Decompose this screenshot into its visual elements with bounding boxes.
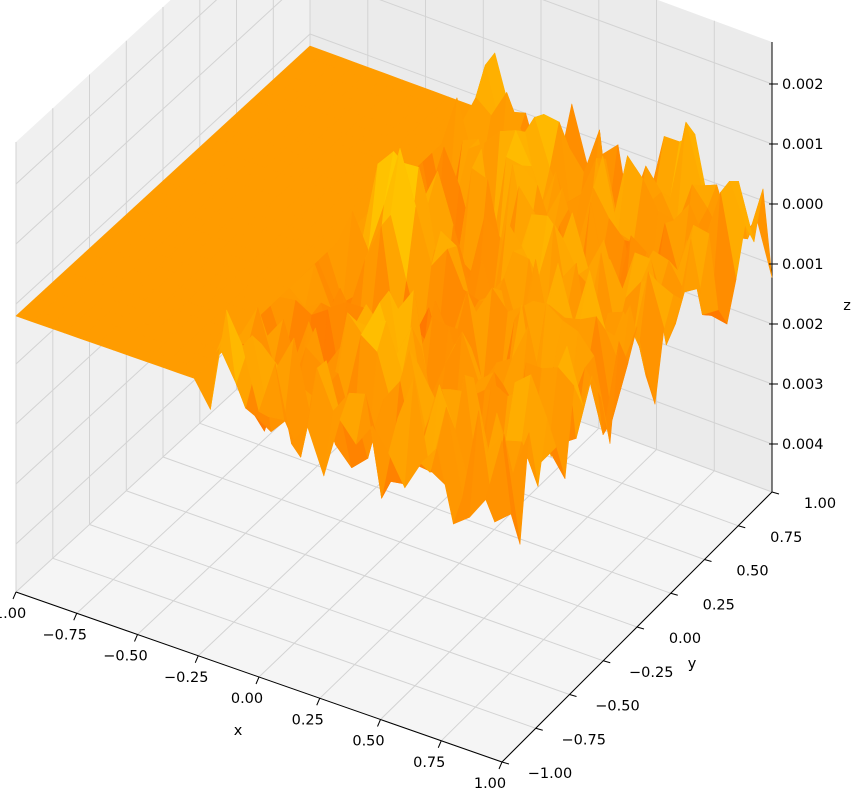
x-tick — [73, 613, 78, 621]
y-tick — [501, 761, 510, 765]
surface-facet — [485, 440, 512, 523]
x-tick — [498, 761, 503, 770]
x-tick-label: 0.50 — [352, 734, 384, 750]
y-tick-label: −0.50 — [595, 699, 639, 715]
y-grid-line — [125, 40, 604, 662]
x-tick — [316, 698, 321, 706]
y-tick-label: 1.00 — [804, 496, 836, 512]
z-tick-label: 0.004 — [782, 437, 824, 453]
x-tick-label: 0.25 — [292, 712, 324, 728]
x-tick — [134, 634, 138, 642]
x-axis-label: x — [234, 723, 243, 739]
z-tick-label: 0.001 — [782, 137, 824, 153]
x-tick-label: −0.25 — [164, 670, 208, 686]
x-tick-label: 0.75 — [413, 755, 445, 771]
y-tick — [771, 491, 780, 495]
y-grid-line — [162, 7, 638, 628]
x-axis-ticks: −1.00 −0.75 −0.50 −0.25 0.00 0.25 0.50 0.75 1.00 — [0, 591, 506, 792]
y-tick-label: 0.75 — [770, 530, 802, 546]
y-tick — [603, 660, 611, 664]
z-grid-line — [15, 0, 773, 185]
y-axis-ticks: −1.00 −0.75 −0.50 −0.25 0.00 0.25 0.50 0.75 1.00 — [501, 491, 836, 782]
z-tick-label: 0.002 — [782, 317, 824, 333]
y-tick-label: −0.25 — [629, 665, 673, 681]
y-tick-label: 0.25 — [703, 597, 735, 613]
y-tick-label: 0.00 — [669, 631, 701, 647]
y-axis-label: y — [688, 656, 697, 672]
x-tick — [194, 655, 199, 663]
surface-plot — [15, 45, 773, 545]
x-tick — [255, 676, 260, 685]
z-tick-label: 0.001 — [782, 257, 824, 273]
floor-pane — [16, 322, 772, 762]
x-tick — [437, 740, 442, 748]
y-tick-label: −1.00 — [528, 766, 572, 782]
z-grid-line — [15, 0, 773, 245]
z-tick-label: 0.000 — [782, 197, 824, 213]
y-tick — [636, 626, 645, 630]
y-tick — [670, 592, 678, 596]
x-tick-label: −1.00 — [0, 606, 26, 622]
y-grid-line — [199, 0, 671, 594]
x-tick-label: −0.50 — [103, 649, 147, 665]
z-axis-label: z — [843, 298, 851, 314]
z-axis-ticks: 0.004 0.003 0.002 0.001 0.000 0.001 0.002 — [769, 77, 824, 453]
z-tick-label: 0.002 — [782, 77, 824, 93]
y-tick — [535, 727, 543, 731]
y-tick-label: −0.75 — [562, 732, 606, 748]
y-tick-label: 0.50 — [736, 564, 768, 580]
x-tick — [377, 719, 381, 727]
x-tick-label: 0.00 — [231, 691, 263, 707]
x-tick-label: −0.75 — [43, 627, 87, 643]
y-tick — [569, 694, 577, 697]
y-grid-line — [52, 108, 536, 729]
x-tick-label: 1.00 — [474, 776, 506, 792]
y-grid-line — [89, 74, 570, 695]
z-tick-label: 0.003 — [782, 377, 824, 393]
x-tick — [12, 591, 17, 600]
y-tick — [704, 559, 712, 562]
y-tick — [738, 525, 746, 529]
y-grid-line — [236, 0, 705, 560]
